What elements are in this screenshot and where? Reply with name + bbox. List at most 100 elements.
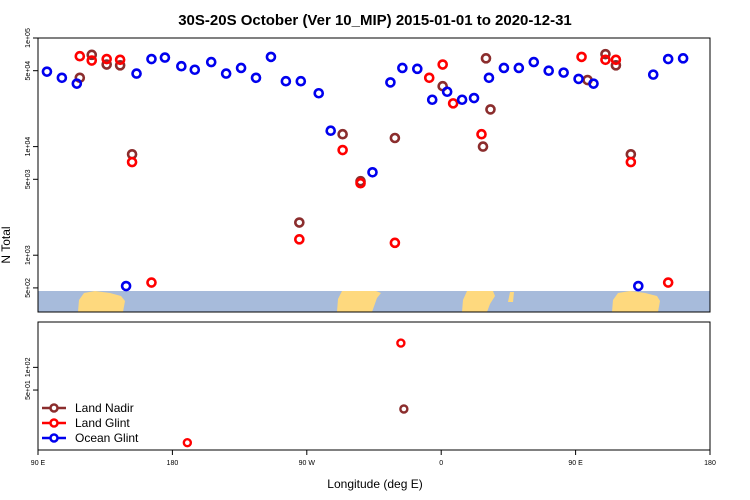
legend-label-ocean-glint: Ocean Glint [75,431,139,445]
land-glint-point [114,54,126,66]
ocean-glint-point [441,86,453,98]
land-madagascar [508,292,514,302]
legend-label-land-glint: Land Glint [75,416,130,430]
land-glint-point [146,277,157,288]
land-glint-point [476,128,487,140]
ocean-glint-point [250,72,262,84]
land-glint-point [126,156,138,168]
x-tick-label: 180 [704,460,716,467]
top-panel-frame [37,37,711,313]
x-tick-label: 180 [167,460,179,467]
land-glint-point [610,54,622,66]
ocean-glint-point [633,280,644,292]
ocean-glint-point [513,62,525,74]
ocean-glint-point [468,92,480,104]
legend-marker-ocean-glint [49,433,59,443]
ocean-glint-point [573,73,584,85]
data-points [41,48,689,448]
land-nadir-point [477,141,489,152]
ocean-glint-point [647,69,659,80]
ocean-glint-point [426,94,438,106]
legend-label-land-nadir: Land Nadir [75,401,134,415]
ocean-glint-point [56,72,68,84]
bottom-y-tick-label: 1e+02 [25,357,32,377]
ocean-glint-point [41,66,53,77]
land-nadir-point [389,132,401,144]
top-y-tick-label: 1e+04 [25,137,32,157]
land-nadir-point [600,48,611,60]
x-tick-label: 90 E [568,460,583,467]
ocean-glint-point [235,62,247,74]
land-glint-point [182,437,193,448]
ocean-glint-point [189,64,201,76]
land-glint-point [294,234,305,245]
x-axis-label: Longitude (deg E) [327,477,422,491]
land-glint-point [437,59,448,70]
ocean-glint-point [280,75,292,87]
land-glint-point [337,144,348,156]
ocean-glint-point [412,63,423,75]
ocean-glint-point [131,68,142,79]
land-nadir-point [485,104,496,115]
ocean-glint-point [265,51,277,63]
ocean-glint-point [456,94,468,106]
axes: 90 E 180 90 W 0 90 E 180 1e+05 5e+04 1e+04 5e+03 1… [25,28,716,467]
ocean-glint-point [325,125,336,137]
ocean-glint-point [205,56,217,68]
top-y-tick-label: 1e+03 [25,245,32,265]
land-australia [78,291,125,312]
x-tick-label: 90 W [299,460,316,467]
land-glint-point [447,98,459,109]
land-nadir-point [101,59,112,70]
top-y-tick-label: 5e+04 [25,61,32,81]
land-glint-point [576,51,587,63]
bottom-panel-frame [37,321,711,451]
ocean-glint-point [385,77,396,88]
land-glint-point [74,50,86,62]
land-glint-point [662,277,674,288]
land-glint-point [396,338,406,348]
ocean-glint-point [159,52,171,63]
top-y-tick-label: 5e+03 [25,169,32,189]
land-glint-point [101,53,112,65]
land-africa [462,291,495,312]
land-australia-repeat [612,291,660,312]
ocean-glint-point [367,166,378,178]
land-glint-point [389,237,401,249]
ocean-glint-point [558,67,569,78]
ocean-glint-point [662,53,674,65]
legend-marker-land-nadir [49,403,59,413]
ocean-glint-point [588,78,599,89]
legend-marker-land-glint [49,418,59,428]
land-glint-point [600,54,611,66]
land-glint-point [625,156,637,168]
ocean-glint-point [528,56,540,68]
land-nadir-point [86,49,98,61]
land-nadir-point [399,404,409,414]
ocean-glint-point [498,62,510,74]
land-nadir-point [294,217,305,228]
ocean-glint-point [295,75,307,87]
map-band [38,291,710,312]
ocean-glint-point [313,87,325,99]
ocean-glint-point [146,53,157,65]
ocean-glint-point [120,280,132,292]
land-south-america [337,291,381,312]
land-nadir-point [114,60,126,71]
ocean-glint-point [176,60,187,72]
x-tick-label: 90 E [31,460,46,467]
ocean-glint-point [71,78,83,89]
top-y-tick-label: 5e+02 [25,278,32,298]
ocean-glint-point [220,68,232,79]
ocean-glint-point [397,62,408,74]
land-glint-point [355,177,366,189]
ocean-glint-point [543,65,555,76]
ocean-glint-point [677,53,689,64]
ocean-glint-point [483,72,495,84]
land-nadir-point [480,53,492,64]
land-glint-point [86,55,98,66]
x-tick-label: 0 [439,460,443,467]
top-y-tick-label: 1e+05 [25,28,32,48]
